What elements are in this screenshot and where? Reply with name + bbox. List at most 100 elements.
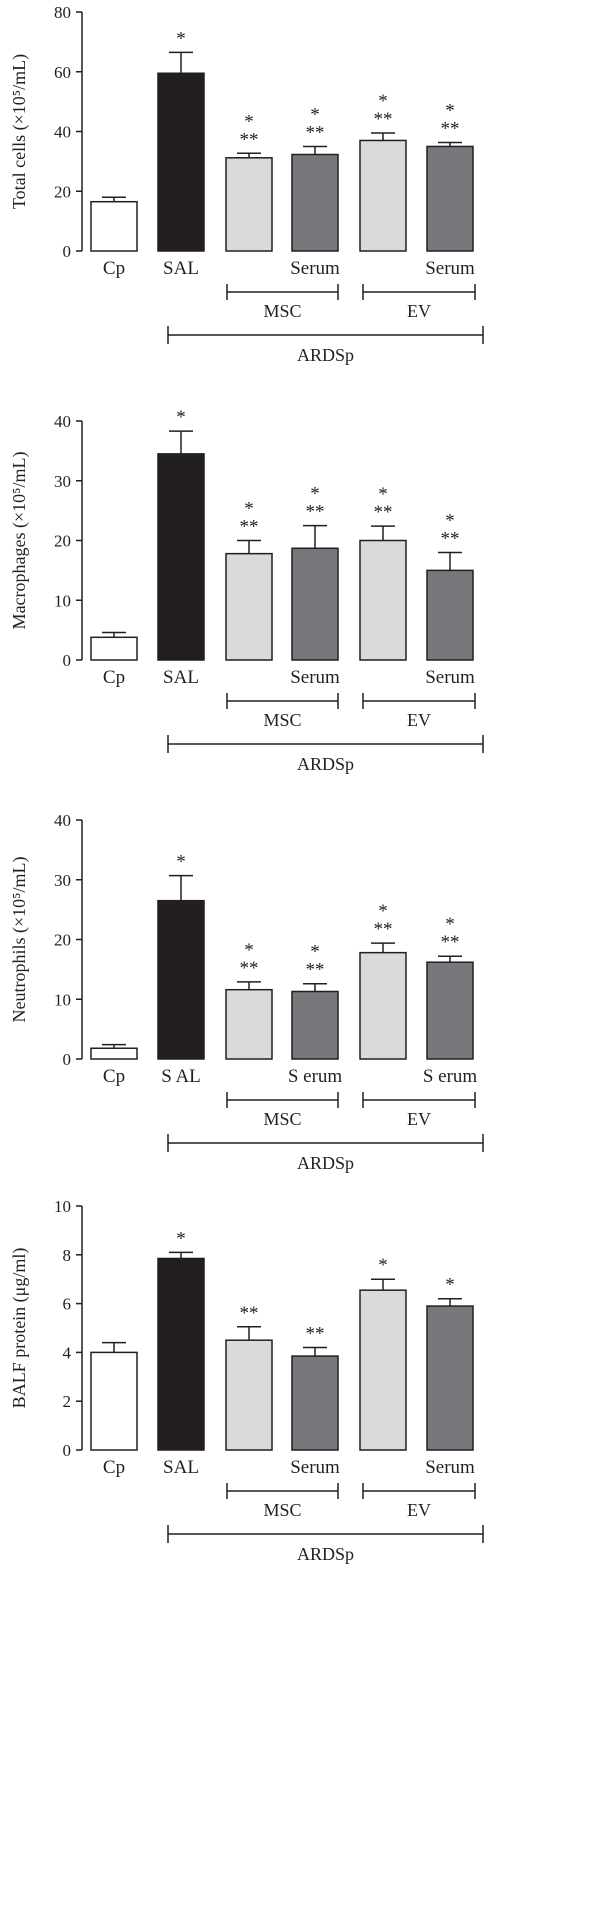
bar: [225, 988, 273, 1060]
significance-marker: *: [176, 1228, 186, 1249]
category-label: Serum: [290, 1457, 340, 1478]
y-tick-label: 30: [54, 472, 71, 491]
y-tick-label: 0: [63, 242, 72, 261]
category-label: Cp: [103, 1457, 125, 1478]
significance-marker: **: [306, 1324, 325, 1345]
significance-marker: *: [378, 1255, 388, 1276]
group-label: EV: [407, 1500, 431, 1520]
group-label: MSC: [263, 710, 301, 730]
category-label: Serum: [290, 258, 340, 279]
bar: [359, 951, 407, 1060]
bar: [359, 1289, 407, 1451]
group-label: MSC: [263, 301, 301, 321]
significance-marker: *: [176, 852, 186, 873]
bar: [359, 139, 407, 252]
significance-marker: **: [441, 119, 460, 140]
bar: [157, 899, 205, 1060]
y-axis-title: BALF protein (μg/ml): [9, 1248, 30, 1409]
y-tick-label: 30: [54, 871, 71, 890]
y-tick-label: 0: [63, 651, 72, 670]
y-axis-title: Neutrophils (×10⁵/mL): [9, 857, 30, 1023]
bar: [426, 961, 474, 1060]
significance-marker: **: [240, 1303, 259, 1324]
category-label: S erum: [288, 1066, 343, 1087]
y-tick-label: 20: [54, 532, 71, 551]
group-label: EV: [407, 710, 431, 730]
bar: [291, 1355, 339, 1451]
significance-marker: **: [306, 122, 325, 143]
significance-marker: **: [441, 932, 460, 953]
supergroup-label: ARDSp: [297, 1544, 354, 1564]
y-tick-label: 40: [54, 811, 71, 830]
significance-marker: **: [240, 129, 259, 150]
y-tick-label: 10: [54, 1197, 71, 1216]
bar: [90, 1351, 138, 1451]
significance-marker: *: [310, 484, 320, 505]
group-label: MSC: [263, 1500, 301, 1520]
significance-marker: *: [244, 111, 254, 132]
y-tick-label: 10: [54, 990, 71, 1009]
bar: [225, 157, 273, 252]
bar: [157, 72, 205, 252]
bar: [90, 636, 138, 661]
significance-marker: *: [378, 901, 388, 922]
category-label: Cp: [103, 1066, 125, 1087]
significance-marker: *: [244, 940, 254, 961]
category-label: Serum: [425, 1457, 475, 1478]
bar: [426, 145, 474, 252]
significance-marker: **: [306, 960, 325, 981]
y-tick-label: 0: [63, 1441, 72, 1460]
y-tick-label: 4: [63, 1343, 72, 1362]
significance-marker: *: [244, 499, 254, 520]
group-label: EV: [407, 1109, 431, 1129]
significance-marker: *: [378, 91, 388, 112]
y-axis-title: Macrophages (×10⁵/mL): [9, 452, 30, 630]
bar: [157, 1257, 205, 1451]
category-label: SAL: [163, 258, 199, 279]
category-label: S erum: [423, 1066, 478, 1087]
category-label: Serum: [425, 258, 475, 279]
supergroup-label: ARDSp: [297, 1153, 354, 1173]
significance-marker: *: [445, 101, 455, 122]
category-label: Cp: [103, 258, 125, 279]
y-tick-label: 6: [63, 1295, 72, 1314]
bar: [90, 1047, 138, 1060]
bar: [225, 1339, 273, 1451]
category-label: SAL: [163, 1457, 199, 1478]
supergroup-label: ARDSp: [297, 345, 354, 365]
bar: [426, 569, 474, 661]
significance-marker: *: [445, 1275, 455, 1296]
significance-marker: *: [176, 28, 186, 49]
significance-marker: *: [310, 104, 320, 125]
category-label: S AL: [161, 1066, 201, 1087]
bar: [291, 990, 339, 1060]
group-label: MSC: [263, 1109, 301, 1129]
significance-marker: **: [374, 109, 393, 130]
significance-marker: *: [445, 510, 455, 531]
category-label: Serum: [290, 667, 340, 688]
significance-marker: *: [176, 407, 186, 428]
bar: [225, 552, 273, 661]
significance-marker: **: [306, 502, 325, 523]
y-tick-label: 40: [54, 123, 71, 142]
significance-marker: **: [441, 528, 460, 549]
y-tick-label: 40: [54, 412, 71, 431]
y-tick-label: 2: [63, 1392, 72, 1411]
y-tick-label: 8: [63, 1246, 72, 1265]
category-label: Cp: [103, 667, 125, 688]
bar: [426, 1305, 474, 1451]
bar: [157, 453, 205, 661]
bar: [90, 200, 138, 252]
y-axis-title: Total cells (×10⁵/mL): [9, 54, 30, 209]
y-tick-label: 80: [54, 3, 71, 22]
significance-marker: **: [374, 502, 393, 523]
y-tick-label: 0: [63, 1050, 72, 1069]
bar: [291, 547, 339, 661]
significance-marker: **: [240, 958, 259, 979]
y-tick-label: 10: [54, 591, 71, 610]
